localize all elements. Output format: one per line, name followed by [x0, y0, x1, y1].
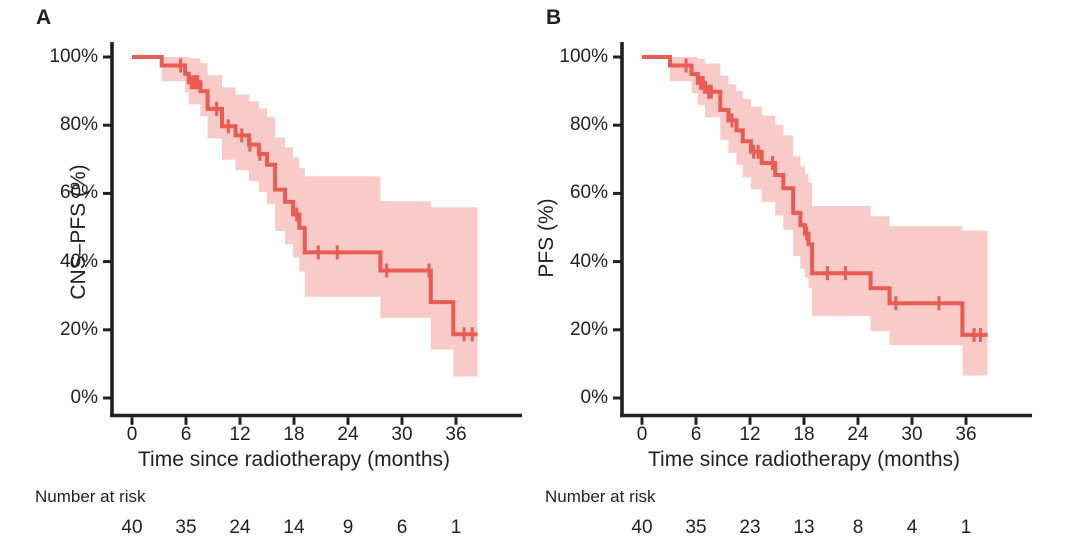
panel-b-xtick-24: 24 [847, 424, 869, 445]
panel-a-letter: A [36, 6, 52, 29]
panel-a-risk-18: 14 [283, 517, 305, 538]
panel-a-ytick-100: 100% [49, 46, 98, 67]
panel-b-ytick-60: 60% [569, 182, 608, 203]
panel-b-letter: B [546, 6, 562, 29]
panel-a-risk-30: 6 [396, 517, 408, 538]
panel-b-xtick-30: 30 [901, 424, 923, 445]
panel-b-number-at-risk-label: Number at risk [545, 487, 656, 506]
panel-a-risk-0: 40 [121, 517, 143, 538]
panel-a-risk-12: 24 [229, 517, 251, 538]
panel-b-ytick-80: 80% [569, 114, 608, 135]
panel-a-ytick-40: 40% [59, 251, 98, 272]
panel-b-risk-6: 35 [685, 517, 707, 538]
panel-a-ytick-60: 60% [59, 182, 98, 203]
panel-a-risk-36: 1 [450, 517, 462, 538]
panel-b-ytick-0: 0% [580, 387, 608, 408]
panel-b-xtick-36: 36 [955, 424, 977, 445]
panel-a-xtick-18: 18 [283, 424, 305, 445]
panel-a-ytick-20: 20% [59, 319, 98, 340]
km-plot-a [103, 42, 522, 425]
panel-b-xtick-0: 0 [636, 424, 648, 445]
panel-b-xtick-18: 18 [793, 424, 815, 445]
panel-b-ytick-100: 100% [559, 46, 608, 67]
panel-b-x-axis-title: Time since radiotherapy (months) [647, 448, 960, 471]
km-plot-b [613, 42, 1032, 425]
panel-a-xtick-30: 30 [391, 424, 413, 445]
panel-b-risk-30: 4 [906, 517, 918, 538]
panel-b-risk-24: 8 [852, 517, 864, 538]
panel-b-risk-36: 1 [960, 517, 972, 538]
panel-b-ytick-20: 20% [569, 319, 608, 340]
panel-a: A CNS–PFS (%) 100% 80% 60% 40% 20% 0% 0 … [35, 6, 522, 538]
panel-a-xtick-6: 6 [180, 424, 192, 445]
panel-a-xtick-24: 24 [337, 424, 359, 445]
panel-b-ytick-40: 40% [569, 251, 608, 272]
panel-a-ytick-80: 80% [59, 114, 98, 135]
panel-a-xtick-12: 12 [229, 424, 251, 445]
panel-b: B PFS (%) 100% 80% 60% 40% 20% 0% 0 6 12… [510, 0, 1050, 551]
panel-b-risk-0: 40 [631, 517, 653, 538]
panel-a-xtick-0: 0 [126, 424, 138, 445]
panel-b-risk-12: 23 [739, 517, 761, 538]
panel-b-xtick-6: 6 [690, 424, 702, 445]
panel-a-xtick-36: 36 [445, 424, 467, 445]
panel-a-risk-6: 35 [175, 517, 197, 538]
confidence-band [669, 57, 988, 376]
panel-b-risk-18: 13 [793, 517, 815, 538]
panel-a-number-at-risk-label: Number at risk [35, 487, 146, 506]
panel-b-xtick-12: 12 [739, 424, 761, 445]
panel-a-risk-24: 9 [342, 517, 354, 538]
panel-a-ytick-0: 0% [70, 387, 98, 408]
panel-a-x-axis-title: Time since radiotherapy (months) [137, 448, 450, 471]
